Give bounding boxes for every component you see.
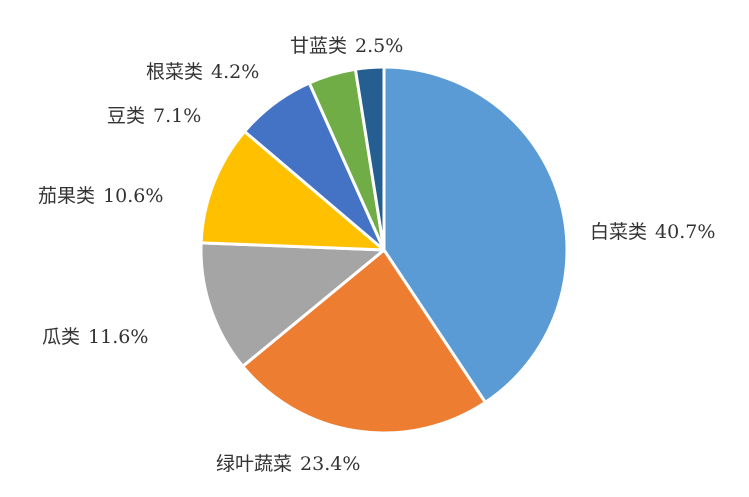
slice-data-label: 绿叶蔬菜 23.4% xyxy=(216,453,360,475)
slice-data-label: 甘蓝类 2.5% xyxy=(290,35,403,57)
slice-data-label: 豆类 7.1% xyxy=(107,105,201,127)
pie-slice xyxy=(353,65,386,252)
slice-data-label: 根菜类 4.2% xyxy=(146,61,259,83)
slice-percent-label: 10.6% xyxy=(103,185,163,207)
slice-percent-label: 11.6% xyxy=(88,326,148,348)
slice-percent-label: 7.1% xyxy=(153,105,201,127)
slice-percent-label: 23.4% xyxy=(300,453,360,475)
slice-category-label: 白菜类 xyxy=(590,221,647,243)
pie-slice xyxy=(241,248,487,435)
slice-category-label: 根菜类 xyxy=(146,61,203,83)
slice-category-label: 瓜类 xyxy=(42,326,80,348)
slice-data-label: 瓜类 11.6% xyxy=(42,326,148,348)
slice-percent-label: 2.5% xyxy=(355,35,403,57)
pie-slice xyxy=(199,129,386,252)
slice-category-label: 甘蓝类 xyxy=(290,35,347,57)
pie-labels: 白菜类 40.7% 绿叶蔬菜 23.4% 瓜类 11.6% 茄果类 10.6% 豆类 7.1% 根菜… xyxy=(38,35,715,475)
slice-data-label: 白菜类 40.7% xyxy=(590,221,715,243)
pie-slice xyxy=(199,241,386,368)
slice-category-label: 豆类 xyxy=(107,105,145,127)
slice-data-label: 茄果类 10.6% xyxy=(38,185,163,207)
slice-percent-label: 4.2% xyxy=(211,61,259,83)
pie-slices xyxy=(199,65,569,435)
slice-category-label: 绿叶蔬菜 xyxy=(216,453,292,475)
slice-category-label: 茄果类 xyxy=(38,185,95,207)
slice-percent-label: 40.7% xyxy=(655,221,715,243)
